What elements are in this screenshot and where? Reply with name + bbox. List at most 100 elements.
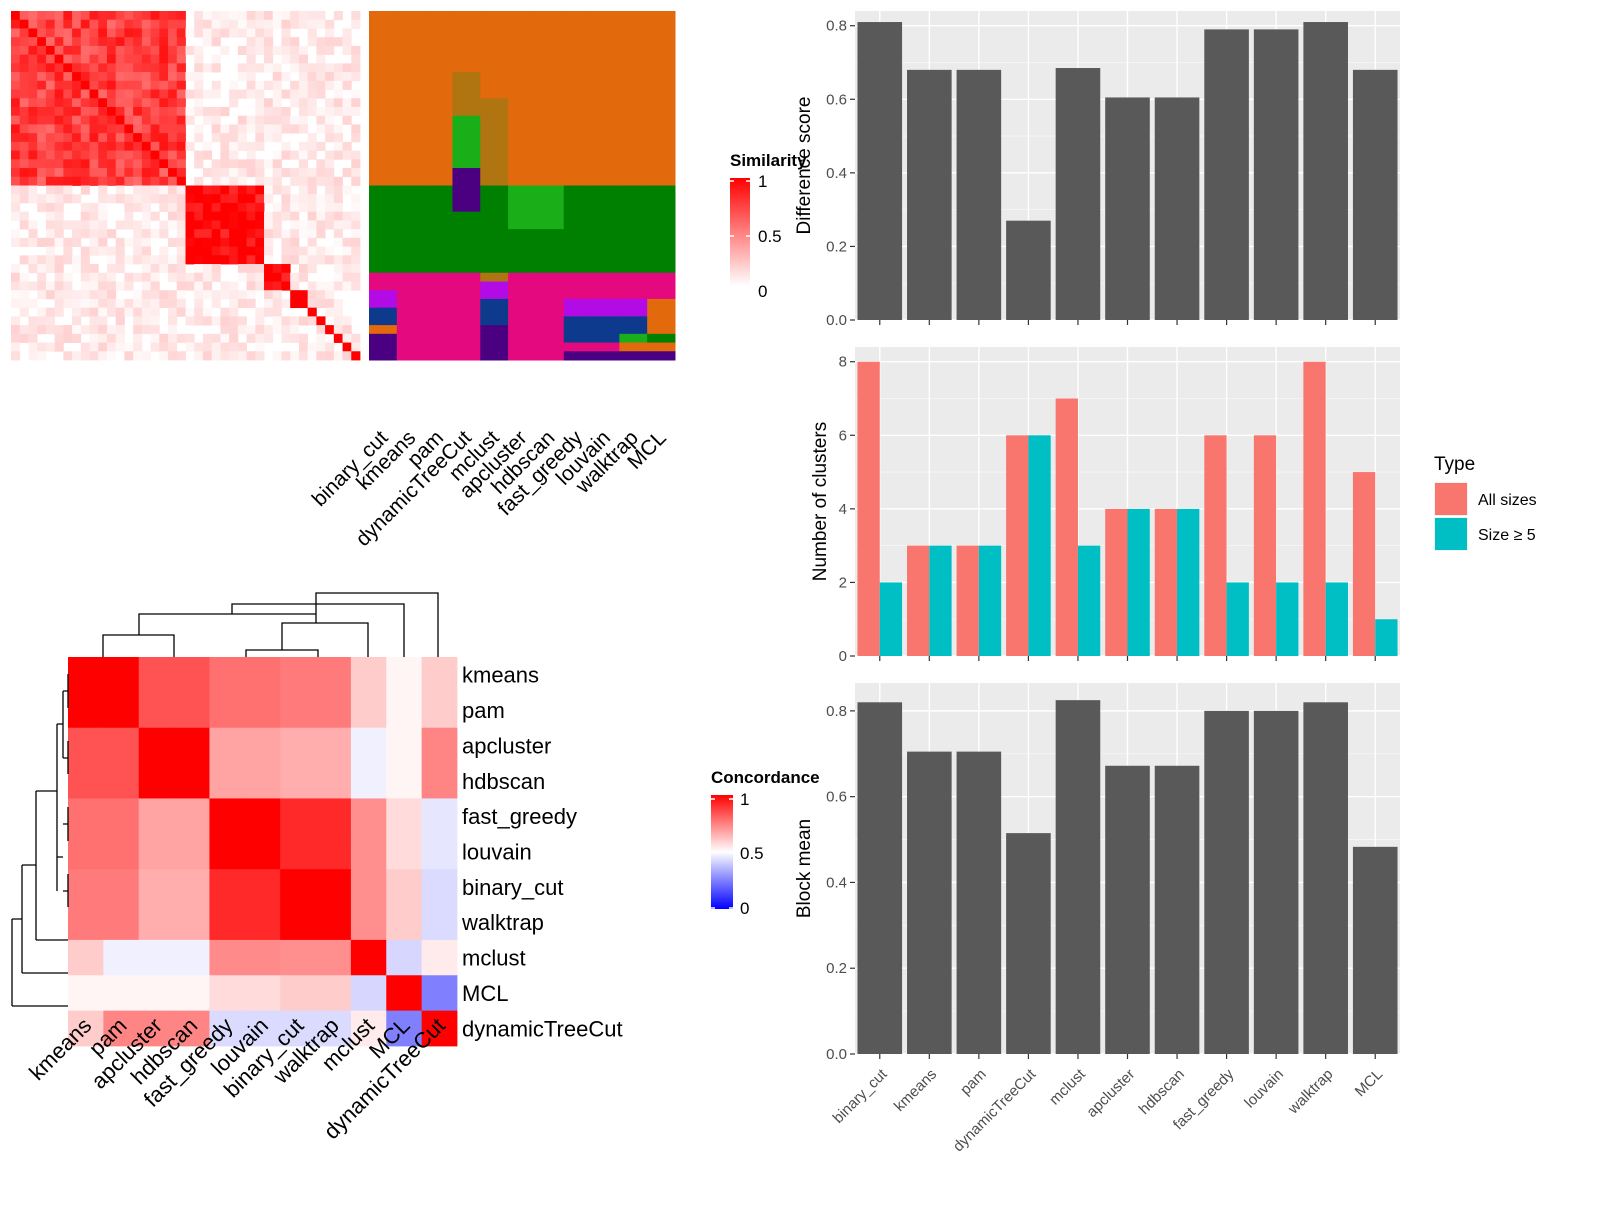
similarity-cell bbox=[63, 80, 73, 90]
bar-all-sizes bbox=[1055, 398, 1078, 656]
similarity-cell bbox=[72, 141, 82, 151]
similarity-cell bbox=[63, 124, 73, 134]
similarity-cell bbox=[255, 211, 265, 221]
similarity-cell bbox=[11, 211, 21, 221]
similarity-cell bbox=[98, 316, 108, 326]
similarity-cell bbox=[220, 342, 230, 352]
similarity-cell bbox=[28, 98, 38, 108]
similarity-cell bbox=[202, 211, 213, 221]
similarity-cell bbox=[37, 11, 47, 21]
similarity-cell bbox=[255, 325, 265, 335]
similarity-cell bbox=[202, 342, 213, 352]
similarity-cell bbox=[342, 80, 352, 90]
similarity-cell bbox=[141, 45, 151, 56]
similarity-cell bbox=[272, 168, 282, 178]
concordance-row-label: apcluster bbox=[462, 733, 551, 758]
similarity-cell bbox=[133, 72, 143, 82]
similarity-cell bbox=[298, 290, 309, 300]
similarity-cell bbox=[229, 307, 239, 317]
similarity-cell bbox=[325, 220, 335, 230]
similarity-cell bbox=[342, 272, 352, 282]
similarity-cell bbox=[106, 159, 117, 169]
similarity-cell bbox=[298, 185, 309, 195]
annotation-segment bbox=[508, 229, 537, 274]
concordance-cell bbox=[138, 975, 175, 1012]
similarity-cell bbox=[264, 45, 274, 56]
similarity-cell bbox=[45, 185, 56, 195]
similarity-cell bbox=[150, 159, 160, 169]
similarity-cell bbox=[28, 342, 38, 352]
similarity-cell bbox=[316, 159, 326, 169]
similarity-cell bbox=[307, 141, 317, 151]
similarity-cell bbox=[316, 176, 326, 186]
similarity-cell bbox=[45, 72, 56, 82]
concordance-cell bbox=[350, 939, 387, 976]
annotation-segment bbox=[508, 185, 537, 230]
similarity-cell bbox=[168, 106, 178, 117]
concordance-cell bbox=[280, 798, 316, 835]
similarity-cell bbox=[28, 19, 38, 29]
similarity-cell bbox=[63, 150, 73, 160]
similarity-cell bbox=[168, 220, 178, 230]
similarity-cell bbox=[54, 176, 64, 186]
similarity-cell bbox=[298, 115, 309, 125]
similarity-cell bbox=[298, 194, 309, 204]
similarity-cell bbox=[89, 19, 99, 29]
similarity-cell bbox=[98, 298, 108, 309]
similarity-cell bbox=[98, 115, 108, 125]
concordance-cell bbox=[68, 798, 104, 835]
similarity-cell bbox=[229, 211, 239, 221]
similarity-cell bbox=[272, 281, 282, 291]
similarity-cell bbox=[176, 98, 186, 108]
similarity-cell bbox=[220, 202, 230, 213]
similarity-cell bbox=[89, 264, 99, 274]
similarity-cell bbox=[115, 307, 125, 317]
similarity-cell bbox=[133, 176, 143, 186]
similarity-cell bbox=[281, 141, 291, 151]
annotation-segment bbox=[647, 11, 676, 186]
similarity-cell bbox=[194, 316, 204, 326]
similarity-cell bbox=[133, 298, 143, 309]
similarity-cell bbox=[150, 106, 160, 117]
similarity-cell bbox=[264, 237, 274, 247]
similarity-cell bbox=[229, 185, 239, 195]
similarity-cell bbox=[115, 106, 125, 117]
similarity-cell bbox=[133, 202, 143, 213]
similarity-cell bbox=[298, 150, 309, 160]
similarity-cell bbox=[316, 89, 326, 99]
similarity-cell bbox=[281, 19, 291, 29]
similarity-cell bbox=[133, 37, 143, 47]
similarity-cell bbox=[272, 185, 282, 195]
similarity-cell bbox=[98, 351, 108, 361]
similarity-cell bbox=[342, 264, 352, 274]
similarity-cell bbox=[185, 106, 195, 117]
similarity-cell bbox=[45, 264, 56, 274]
legend-tick-label: 1 bbox=[758, 172, 767, 191]
similarity-cell bbox=[89, 150, 99, 160]
similarity-cell bbox=[229, 141, 239, 151]
similarity-cell bbox=[298, 19, 309, 29]
legend-key bbox=[1435, 518, 1467, 550]
similarity-cell bbox=[325, 325, 335, 335]
similarity-cell bbox=[133, 80, 143, 90]
similarity-cell bbox=[176, 80, 186, 90]
similarity-cell bbox=[19, 54, 29, 64]
similarity-cell bbox=[19, 98, 29, 108]
similarity-cell bbox=[106, 28, 117, 38]
similarity-cell bbox=[290, 37, 300, 47]
similarity-cell bbox=[106, 229, 117, 239]
similarity-cell bbox=[124, 342, 134, 352]
similarity-cell bbox=[80, 272, 90, 282]
concordance-cell bbox=[350, 798, 387, 835]
similarity-cell bbox=[246, 159, 256, 169]
similarity-cell bbox=[63, 28, 73, 38]
similarity-cell bbox=[290, 80, 300, 90]
concordance-cell bbox=[68, 904, 104, 941]
concordance-cell bbox=[244, 833, 281, 870]
x-tick-label: apcluster bbox=[1083, 1066, 1138, 1121]
similarity-cell bbox=[298, 316, 309, 326]
similarity-cell bbox=[150, 229, 160, 239]
similarity-cell bbox=[37, 342, 47, 352]
similarity-cell bbox=[45, 220, 56, 230]
similarity-cell bbox=[98, 168, 108, 178]
